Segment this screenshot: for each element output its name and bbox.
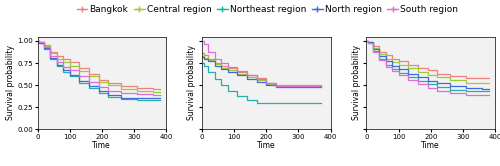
Y-axis label: Survival probability: Survival probability bbox=[352, 45, 361, 121]
Y-axis label: Survival probability: Survival probability bbox=[188, 45, 196, 121]
Legend: Bangkok, Central region, Northeast region, North region, South region: Bangkok, Central region, Northeast regio… bbox=[76, 5, 458, 14]
X-axis label: Time: Time bbox=[92, 141, 111, 150]
X-axis label: Time: Time bbox=[422, 141, 440, 150]
X-axis label: Time: Time bbox=[257, 141, 276, 150]
Y-axis label: Survival probability: Survival probability bbox=[6, 45, 15, 121]
